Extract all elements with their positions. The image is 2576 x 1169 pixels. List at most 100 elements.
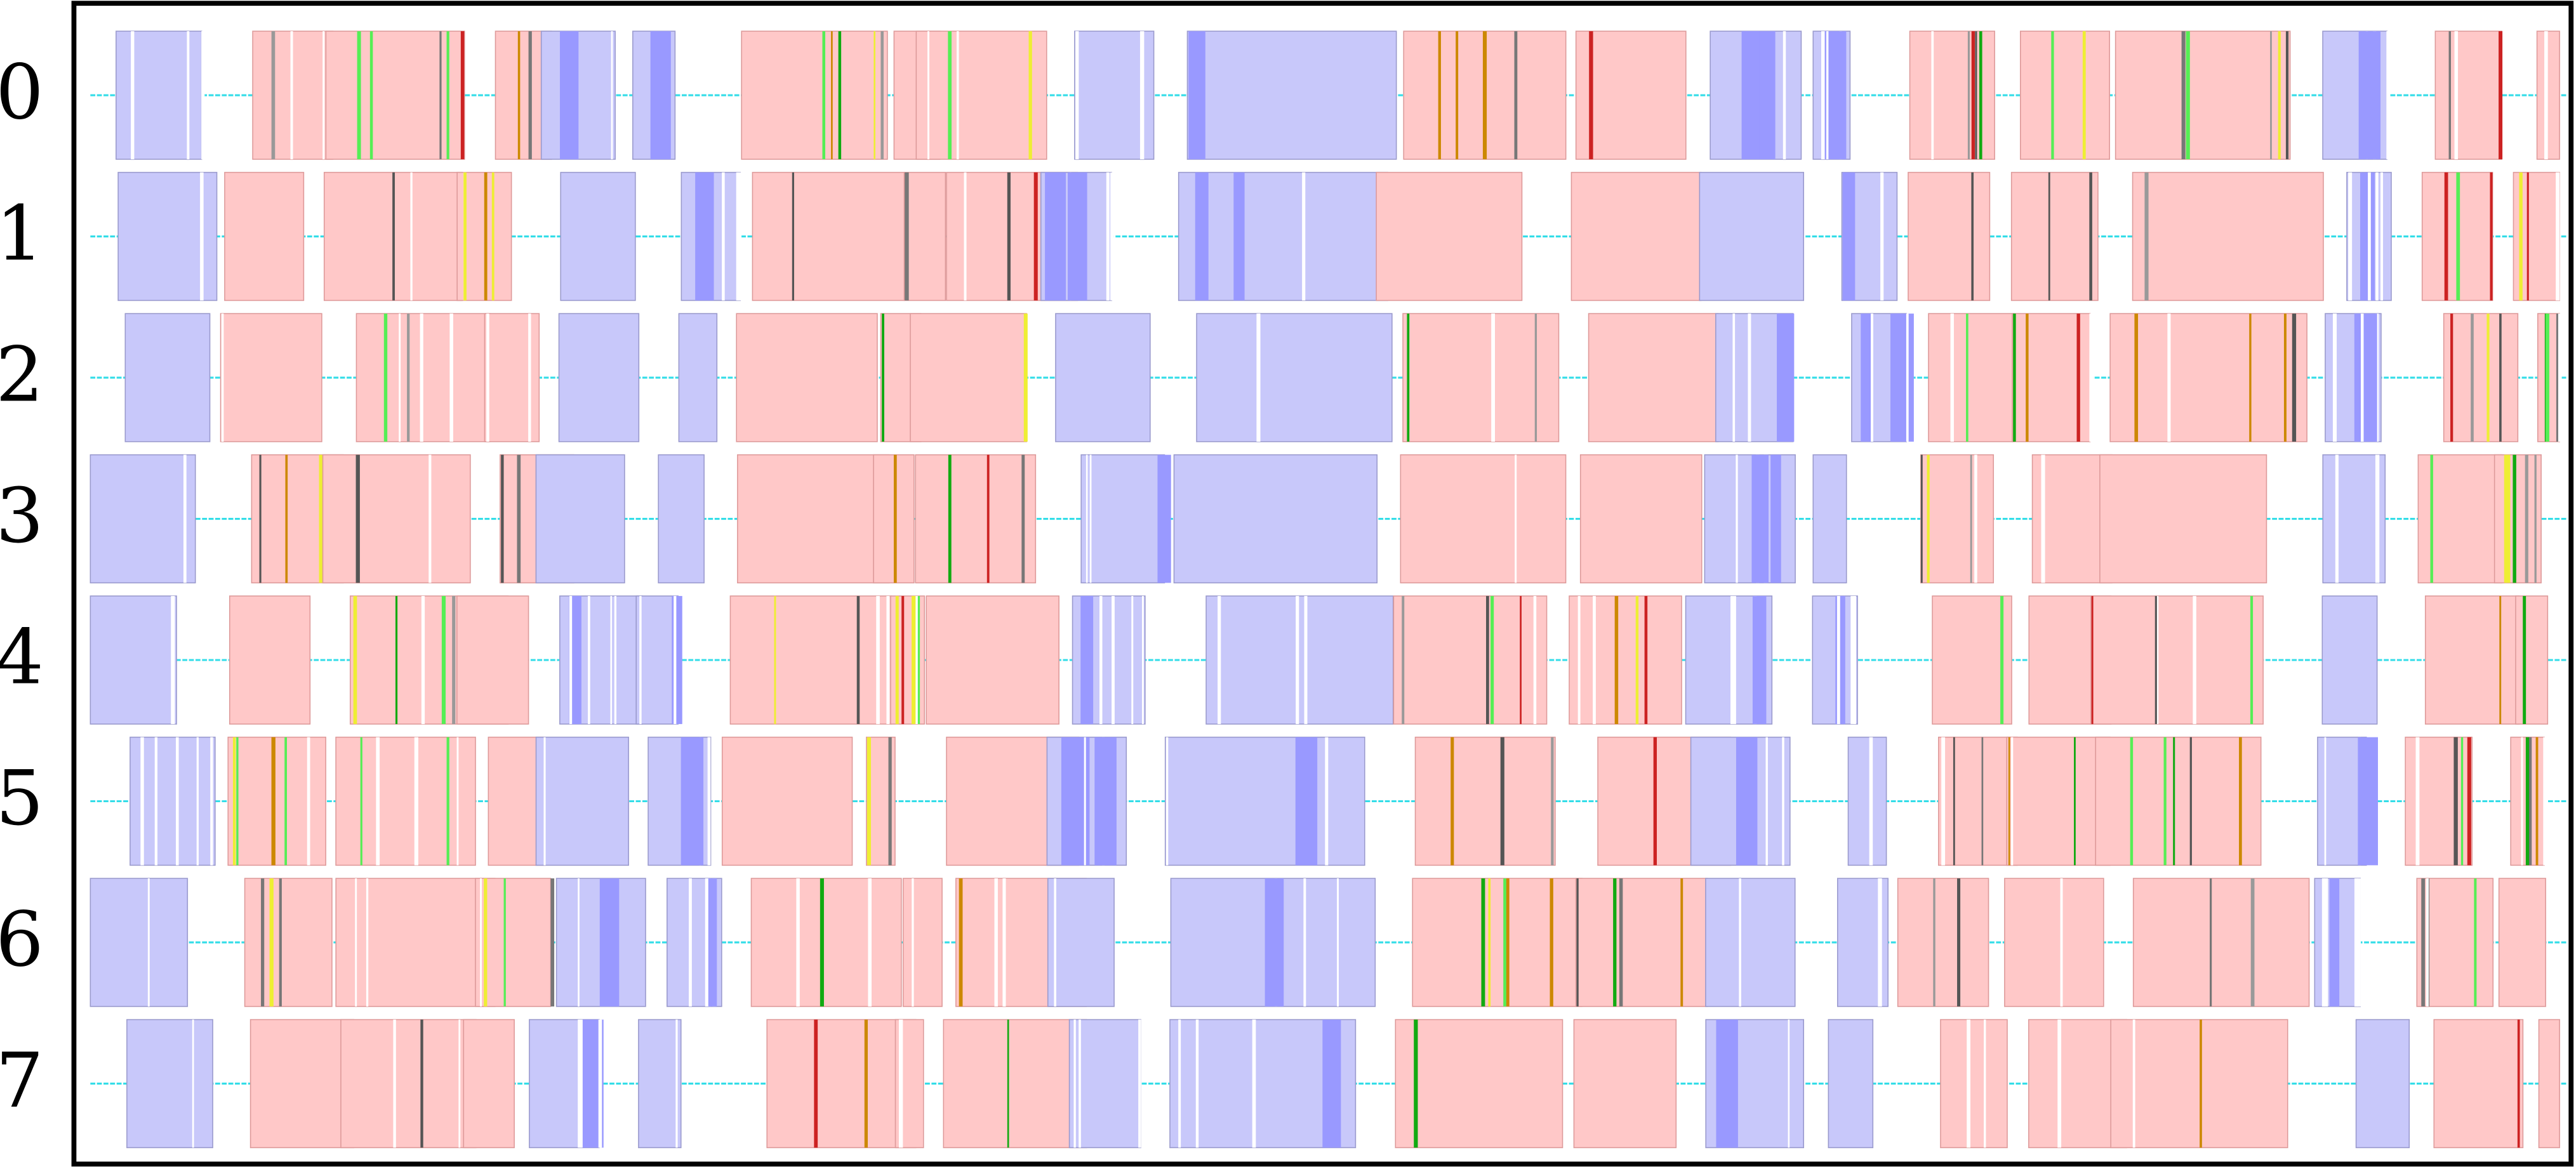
event-mark <box>1002 878 1006 1007</box>
pink-block <box>2115 30 2291 160</box>
event-mark <box>452 596 456 724</box>
event-mark <box>2026 314 2029 442</box>
event-mark <box>610 596 613 724</box>
row-label: 4 <box>0 614 44 701</box>
event-mark <box>1265 878 1284 1007</box>
event-mark <box>959 878 963 1007</box>
event-mark <box>322 31 325 159</box>
event-mark <box>2556 172 2560 301</box>
event-mark <box>822 31 826 159</box>
event-mark <box>1576 878 1579 1007</box>
event-mark <box>895 596 899 724</box>
event-mark <box>360 737 362 866</box>
event-mark <box>1007 172 1011 301</box>
event-mark <box>1920 454 1923 583</box>
event-mark <box>1023 314 1028 442</box>
event-mark <box>1438 31 1441 159</box>
event-mark <box>1079 1019 1081 1148</box>
event-mark <box>986 454 990 583</box>
event-mark <box>2513 454 2516 583</box>
pink-block <box>943 1019 1087 1149</box>
pink-block <box>2031 454 2113 584</box>
event-mark <box>491 172 495 301</box>
event-mark <box>1614 596 1619 724</box>
event-mark <box>964 172 967 301</box>
event-mark <box>2453 737 2458 866</box>
event-mark <box>210 737 213 866</box>
lanes <box>90 30 2566 1149</box>
event-mark <box>2528 737 2532 866</box>
event-mark <box>1975 31 1977 159</box>
event-mark <box>2060 878 2063 1007</box>
event-mark <box>1195 172 1209 301</box>
event-mark <box>2250 878 2255 1007</box>
event-mark <box>1165 737 1169 866</box>
event-mark <box>353 596 357 724</box>
event-mark <box>2292 314 2297 442</box>
event-mark <box>2210 878 2212 1007</box>
event-mark <box>1490 596 1494 724</box>
event-mark <box>2076 314 2080 442</box>
pink-block <box>2536 30 2560 160</box>
event-mark <box>2167 314 2171 442</box>
event-mark <box>2154 596 2157 724</box>
pink-block <box>752 171 905 301</box>
event-mark <box>458 1019 461 1148</box>
event-mark <box>1302 172 1306 301</box>
event-mark <box>1783 31 1786 159</box>
event-mark <box>1782 737 1784 866</box>
event-mark <box>2324 737 2327 866</box>
event-mark <box>1414 1019 1418 1148</box>
event-mark <box>774 596 776 724</box>
event-mark <box>2526 172 2529 301</box>
event-mark <box>1061 737 1078 866</box>
event-mark <box>1966 314 1969 442</box>
event-mark <box>2283 314 2287 442</box>
blue-block <box>2355 1019 2410 1149</box>
event-mark <box>1304 596 1308 724</box>
event-mark <box>599 878 620 1007</box>
pink-block <box>729 595 892 725</box>
event-mark <box>2082 31 2086 159</box>
event-mark <box>1765 737 1768 866</box>
event-mark <box>2448 31 2451 159</box>
event-mark <box>1751 454 1769 583</box>
blue-block <box>1068 1019 1141 1149</box>
blue-block <box>1047 878 1115 1007</box>
event-mark <box>1021 454 1025 583</box>
pink-block <box>873 454 915 584</box>
pink-block <box>1376 171 1523 301</box>
row-label: 1 <box>0 190 44 278</box>
event-mark <box>2415 737 2420 866</box>
pink-block <box>224 171 305 301</box>
event-mark <box>271 31 276 159</box>
blue-block <box>560 171 636 301</box>
pink-block <box>750 878 902 1007</box>
event-mark <box>1089 454 1092 583</box>
event-mark <box>1138 1019 1141 1148</box>
event-mark <box>2450 314 2453 442</box>
pink-block <box>1928 313 2015 442</box>
event-mark <box>1736 454 1738 583</box>
blue-block <box>1705 878 1796 1007</box>
blue-block <box>1164 736 1365 866</box>
event-mark <box>695 172 714 301</box>
event-mark <box>886 596 890 724</box>
event-mark <box>369 31 373 159</box>
blue-block <box>1055 313 1151 442</box>
blue-block <box>90 454 196 584</box>
event-mark <box>1520 596 1522 724</box>
event-mark <box>2456 172 2460 301</box>
blue-block <box>1847 736 1887 866</box>
pink-block <box>1908 171 1991 301</box>
pink-block <box>2538 1019 2560 1149</box>
event-mark <box>856 596 860 724</box>
event-mark <box>1957 878 1961 1007</box>
event-mark <box>480 878 482 1007</box>
event-mark <box>2375 172 2379 301</box>
blue-block <box>124 313 211 442</box>
blue-block <box>1704 454 1796 584</box>
event-mark <box>1533 596 1537 724</box>
blue-block <box>1080 454 1165 584</box>
